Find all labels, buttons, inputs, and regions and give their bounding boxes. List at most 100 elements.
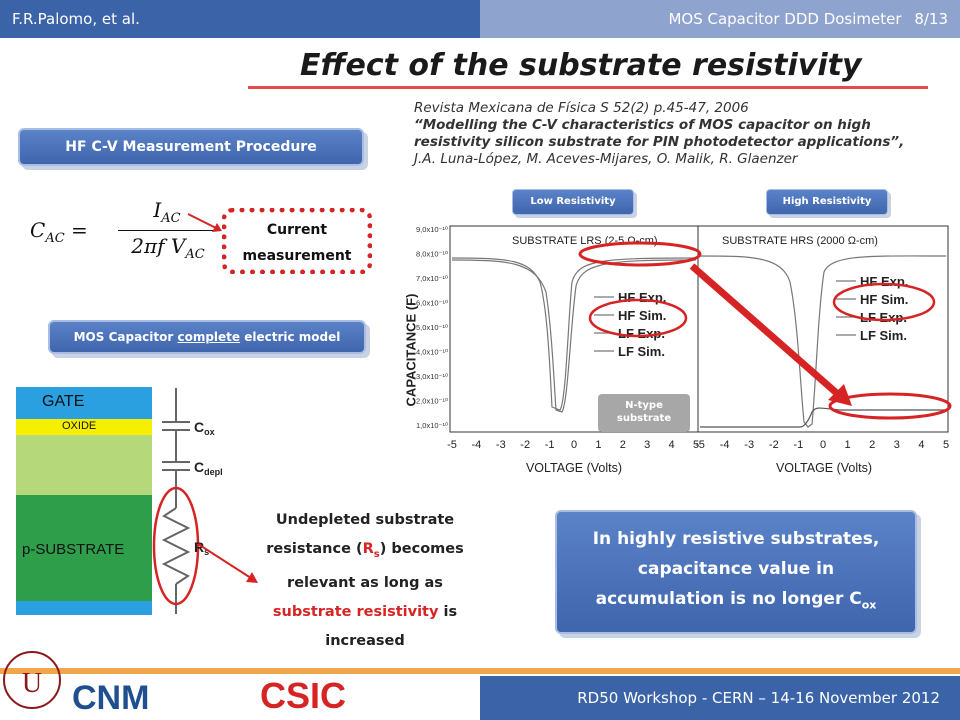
formula-denominator: 2πf VAC bbox=[131, 234, 205, 262]
x-tick-label: 5 bbox=[693, 439, 699, 451]
hrs-lf-curve bbox=[699, 255, 947, 428]
right-panel-frame bbox=[697, 225, 949, 433]
mos-layer-stack: GATE OXIDE p-SUBSTRATE bbox=[16, 387, 152, 615]
x-tick-label: 2 bbox=[620, 439, 626, 451]
depletion-layer bbox=[16, 435, 152, 495]
legend-right-highlight bbox=[832, 282, 936, 322]
legend-entry: LF Sim. bbox=[860, 328, 907, 343]
legend-entry: HF Sim. bbox=[618, 308, 666, 323]
current-measurement-line1: Current bbox=[266, 222, 328, 238]
slide-title: Effect of the substrate resistivity bbox=[300, 48, 862, 83]
right-panel-title: SUBSTRATE HRS (2000 Ω-cm) bbox=[722, 235, 878, 247]
conclusion-box: In highly resistive substrates, capacita… bbox=[555, 510, 917, 634]
equivalent-circuit: Cox Cdepl Rs bbox=[152, 388, 223, 614]
lrs-accumulation-highlight bbox=[578, 241, 702, 267]
comparison-arrow bbox=[689, 263, 843, 399]
x-tick-label: 4 bbox=[669, 439, 675, 451]
hrs-hf-curve bbox=[700, 407, 946, 428]
x-tick-label: -4 bbox=[720, 439, 730, 451]
legend-left: HF Exp.HF Sim.LF Exp.LF Sim. bbox=[594, 290, 666, 359]
chart-ylabel: CAPACITANCE (F) bbox=[404, 294, 419, 407]
x-tick-label: 4 bbox=[918, 439, 924, 451]
hf-cv-procedure-label: HF C-V Measurement Procedure bbox=[18, 128, 364, 166]
lrs-curves bbox=[451, 257, 697, 413]
reference-block: Revista Mexicana de Física S 52(2) p.45-… bbox=[414, 100, 934, 168]
title-underline bbox=[248, 86, 928, 89]
y-tick-label: 3,0x10⁻¹⁰ bbox=[416, 372, 448, 381]
legend-entry: LF Exp. bbox=[860, 310, 907, 325]
reference-title: “Modelling the C-V characteristics of MO… bbox=[414, 117, 905, 150]
x-tick-label: -3 bbox=[744, 439, 754, 451]
x-tick-label: 1 bbox=[595, 439, 601, 451]
lrs-lf-curve bbox=[451, 257, 697, 411]
cdepl-label: Cdepl bbox=[194, 459, 223, 477]
undepleted-substrate-note: Undepleted substrate resistance (Rs) bec… bbox=[266, 512, 464, 649]
x-tick-label: 0 bbox=[820, 439, 826, 451]
formula-fraction-bar bbox=[118, 230, 216, 231]
x-tick-label: 5 bbox=[943, 439, 949, 451]
capacitance-formula: CAC = IAC 2πf VAC bbox=[30, 196, 216, 266]
comparison-arrow-head bbox=[828, 384, 852, 406]
x-tick-label: -5 bbox=[447, 439, 457, 451]
cox-label: Cox bbox=[194, 419, 215, 437]
x-tick-label: -1 bbox=[794, 439, 804, 451]
y-tick-label: 1,0x10⁻¹⁰ bbox=[416, 421, 448, 430]
header-author: F.R.Palomo, et al. bbox=[0, 0, 480, 38]
y-tick-label: 2,0x10⁻¹⁰ bbox=[416, 397, 448, 406]
y-tick-label: 4,0x10⁻¹⁰ bbox=[416, 348, 448, 357]
formula-lhs: CAC = bbox=[30, 218, 88, 246]
x-tick-label: 3 bbox=[894, 439, 900, 451]
x-tick-label: -4 bbox=[472, 439, 482, 451]
back-contact-layer bbox=[16, 601, 152, 615]
legend-entry: HF Exp. bbox=[860, 274, 908, 289]
legend-right: HF Exp. HF Sim. LF Exp. LF Sim. bbox=[836, 274, 908, 343]
y-tick-labels: 9,0x10⁻¹⁰ 8,0x10⁻¹⁰ 7,0x10⁻¹⁰ 6,0x10⁻¹⁰ 5,0x… bbox=[416, 225, 448, 430]
cv-characteristics-figure: CAPACITANCE (F) 9,0x10⁻¹⁰ 8,0x10⁻¹⁰ 7,0x10… bbox=[404, 225, 952, 475]
university-seal-logo: U bbox=[3, 651, 61, 709]
low-resistivity-badge: Low Resistivity bbox=[512, 189, 634, 215]
footer-accent-bar bbox=[0, 668, 960, 674]
ntype-substrate-label: N-type substrate bbox=[598, 394, 690, 432]
header-right: MOS Capacitor DDD Dosimeter 8/13 bbox=[480, 0, 960, 38]
x-tick-label: 2 bbox=[869, 439, 875, 451]
chart-xlabel-right: VOLTAGE (Volts) bbox=[776, 461, 872, 475]
hrs-curves bbox=[699, 255, 947, 428]
x-tick-label: -3 bbox=[496, 439, 506, 451]
current-measurement-box: Current measurement bbox=[222, 208, 372, 274]
x-tick-label: -2 bbox=[769, 439, 779, 451]
legend-left-highlight bbox=[588, 298, 688, 338]
arrow-to-current bbox=[187, 213, 222, 232]
page-number: 8/13 bbox=[914, 10, 948, 28]
rs-label: Rs bbox=[194, 539, 209, 557]
y-tick-label: 8,0x10⁻¹⁰ bbox=[416, 250, 448, 259]
rs-highlight bbox=[152, 486, 200, 606]
y-tick-label: 6,0x10⁻¹⁰ bbox=[416, 299, 448, 308]
y-tick-label: 9,0x10⁻¹⁰ bbox=[416, 225, 448, 234]
substrate-layer: p-SUBSTRATE bbox=[16, 495, 152, 601]
high-resistivity-badge: High Resistivity bbox=[766, 189, 888, 215]
mos-model-label: MOS Capacitor complete electric model bbox=[48, 320, 366, 354]
hrs-accumulation-highlight bbox=[828, 392, 952, 420]
chart-xlabel-left: VOLTAGE (Volts) bbox=[526, 461, 622, 475]
left-panel-title: SUBSTRATE LRS (2-5 Ω-cm) bbox=[512, 235, 658, 247]
y-tick-label: 7,0x10⁻¹⁰ bbox=[416, 274, 448, 283]
arrow-to-explanation bbox=[197, 543, 258, 583]
current-measurement-line2: measurement bbox=[242, 248, 352, 264]
formula-numerator: IAC bbox=[153, 198, 181, 226]
lrs-hf-curve bbox=[451, 259, 697, 413]
csic-logo: CSIC bbox=[260, 675, 347, 716]
x-tick-label: -5 bbox=[695, 439, 705, 451]
gate-layer: GATE bbox=[16, 387, 152, 419]
oxide-layer: OXIDE bbox=[16, 419, 152, 435]
reference-journal: Revista Mexicana de Física S 52(2) p.45-… bbox=[414, 100, 749, 116]
legend-entry: HF Sim. bbox=[860, 292, 908, 307]
footer-event: RD50 Workshop - CERN – 14-16 November 20… bbox=[480, 676, 960, 720]
x-tick-label: -2 bbox=[520, 439, 530, 451]
x-tick-label: 0 bbox=[571, 439, 577, 451]
x-tick-label: 3 bbox=[644, 439, 650, 451]
legend-entry: LF Sim. bbox=[618, 344, 665, 359]
legend-entry: LF Exp. bbox=[618, 326, 665, 341]
deck-title: MOS Capacitor DDD Dosimeter bbox=[668, 10, 902, 28]
x-tick-labels: -5 -4 -3 -2 -1 0 1 2 3 4 5-5 -4 -3 -2 -1 0 1 2 3 4 5 bbox=[447, 439, 949, 451]
reference-authors: J.A. Luna-López, M. Aceves-Mijares, O. M… bbox=[414, 151, 798, 167]
